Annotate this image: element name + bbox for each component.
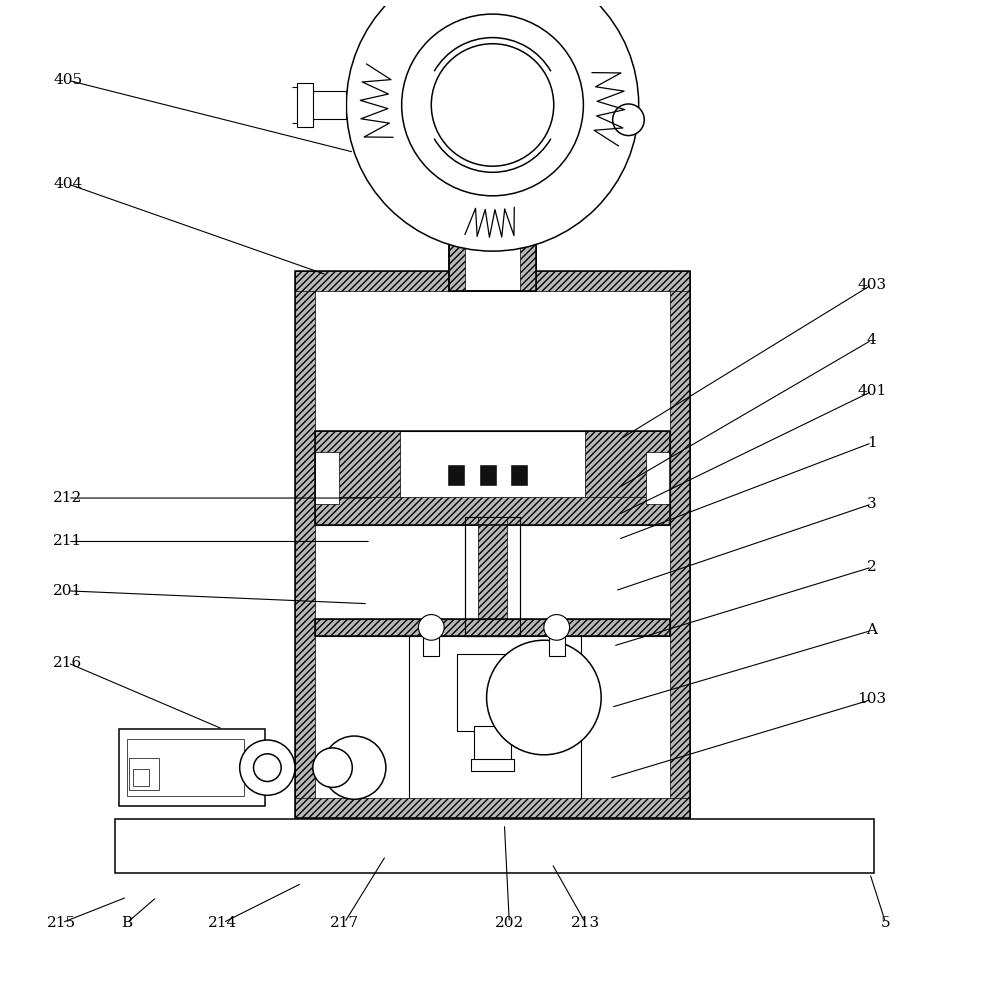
Bar [466,517,519,636]
Text: 405: 405 [53,73,82,87]
Bar [297,83,313,127]
Bar [449,184,536,291]
Bar [120,729,265,806]
Text: 212: 212 [53,491,82,505]
Bar [646,452,671,504]
Bar [315,431,671,525]
Text: 5: 5 [881,916,890,930]
Circle shape [313,748,352,787]
Bar [457,654,528,731]
Bar [315,452,339,504]
Text: 213: 213 [571,916,600,930]
Bar [511,465,527,485]
Bar [448,465,464,485]
Text: A: A [866,623,877,637]
Bar [480,465,495,485]
Circle shape [431,44,554,166]
Text: 404: 404 [53,177,82,191]
Circle shape [418,615,444,640]
Bar [305,91,346,119]
Circle shape [322,736,386,799]
Text: 3: 3 [867,497,876,511]
Text: 211: 211 [53,534,82,548]
Bar [423,636,439,656]
Circle shape [612,104,644,136]
Bar [315,619,671,636]
Text: 403: 403 [857,278,886,292]
Bar [520,184,536,291]
Bar [471,759,514,771]
Text: 217: 217 [329,916,359,930]
Bar [671,271,690,818]
Bar [295,271,690,291]
Bar [549,636,565,656]
Circle shape [402,14,584,196]
Bar [315,431,671,525]
Text: 215: 215 [47,916,76,930]
Text: 216: 216 [53,656,82,670]
Bar [128,739,243,796]
Bar [449,184,465,291]
Bar [474,726,511,761]
Text: 103: 103 [857,692,886,706]
Bar [134,769,148,786]
Text: 401: 401 [857,384,886,398]
Text: 202: 202 [494,916,524,930]
Circle shape [487,640,601,755]
Circle shape [346,0,639,251]
Bar [295,798,690,818]
Bar [315,497,671,525]
Bar [315,431,401,525]
Circle shape [544,615,570,640]
Text: 4: 4 [867,333,876,347]
Bar [449,184,536,291]
Text: B: B [122,916,133,930]
Text: 1: 1 [867,436,876,450]
Text: 214: 214 [209,916,237,930]
Circle shape [253,754,281,781]
Bar [315,619,671,636]
Bar [130,758,158,790]
Bar [295,271,315,818]
Bar [584,431,671,525]
Bar [466,517,519,636]
Circle shape [239,740,295,795]
Bar [478,517,507,636]
Text: 2: 2 [867,560,876,574]
Text: 201: 201 [53,584,82,598]
Bar [295,271,690,818]
Bar [116,819,873,873]
